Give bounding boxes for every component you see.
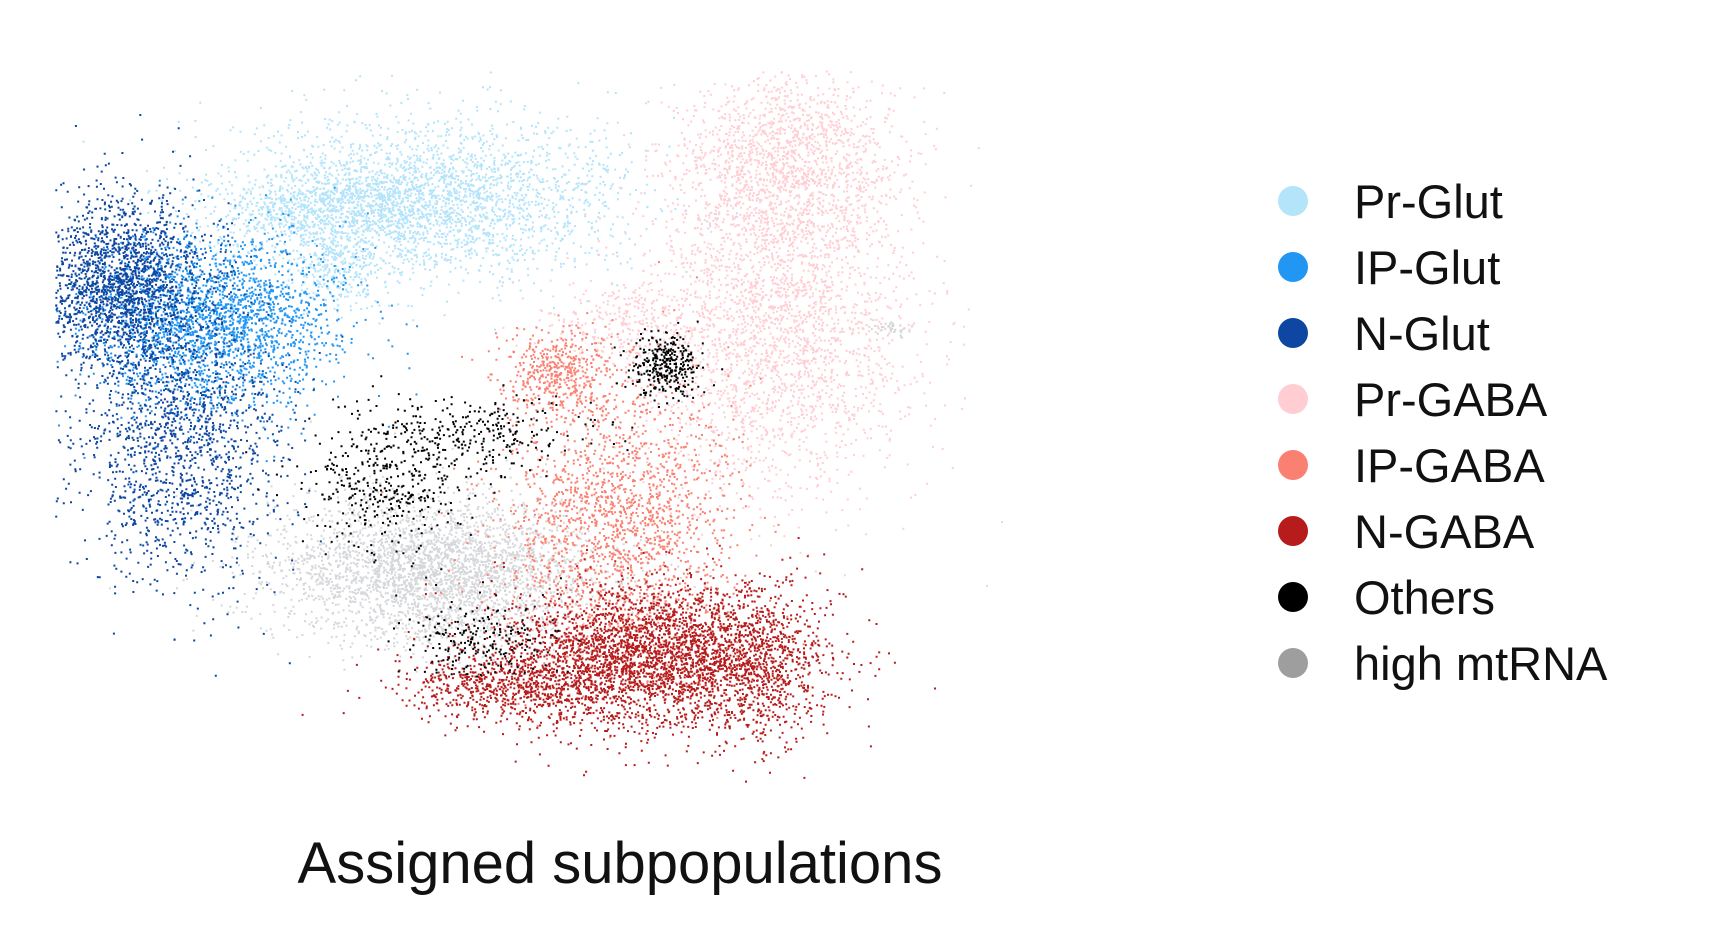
- legend-item-ip-glut: IP-Glut: [1278, 234, 1607, 300]
- points-n-gaba: [301, 537, 937, 783]
- points-high-mtrna: [108, 319, 913, 696]
- legend-label-n-glut: N-Glut: [1354, 306, 1490, 360]
- legend-marker-high-mtrna: [1278, 648, 1308, 678]
- series-n-gaba: [301, 537, 937, 783]
- legend-label-pr-glut: Pr-Glut: [1354, 174, 1503, 228]
- points-ip-glut: [56, 179, 419, 488]
- series-pr-glut: [82, 71, 738, 333]
- legend-item-pr-gaba: Pr-GABA: [1278, 366, 1607, 432]
- points-pr-gaba: [501, 70, 1003, 587]
- legend-marker-pr-glut: [1278, 186, 1308, 216]
- series-high-mtrna: [108, 319, 913, 696]
- points-pr-glut: [82, 71, 738, 333]
- points-n-glut: [55, 114, 344, 677]
- series-pr-gaba: [501, 70, 1003, 587]
- legend-item-ip-gaba: IP-GABA: [1278, 432, 1607, 498]
- legend-item-pr-glut: Pr-Glut: [1278, 168, 1607, 234]
- legend-label-others: Others: [1354, 570, 1496, 624]
- legend-label-ip-glut: IP-Glut: [1354, 240, 1501, 294]
- series-ip-glut: [56, 179, 419, 488]
- legend-marker-pr-gaba: [1278, 384, 1308, 414]
- legend-label-pr-gaba: Pr-GABA: [1354, 372, 1548, 426]
- series-n-glut: [55, 114, 344, 677]
- legend-marker-n-glut: [1278, 318, 1308, 348]
- legend-item-n-gaba: N-GABA: [1278, 498, 1607, 564]
- legend-item-others: Others: [1278, 564, 1607, 630]
- legend-item-n-glut: N-Glut: [1278, 300, 1607, 366]
- legend-item-high-mtrna: high mtRNA: [1278, 630, 1607, 696]
- legend-marker-ip-gaba: [1278, 450, 1308, 480]
- legend-label-high-mtrna: high mtRNA: [1354, 636, 1608, 690]
- legend-marker-others: [1278, 582, 1308, 612]
- legend: Pr-Glut IP-Glut N-Glut Pr-GABA IP-GABA N-GABA…: [1278, 168, 1607, 696]
- legend-marker-n-gaba: [1278, 516, 1308, 546]
- legend-label-n-gaba: N-GABA: [1354, 504, 1535, 558]
- chart-title: Assigned subpopulations: [297, 831, 943, 896]
- legend-label-ip-gaba: IP-GABA: [1354, 438, 1545, 492]
- legend-marker-ip-glut: [1278, 252, 1308, 282]
